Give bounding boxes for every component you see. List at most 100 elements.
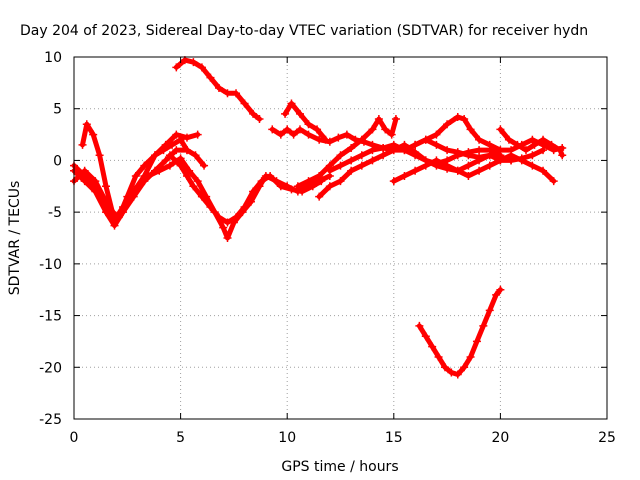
data-point	[381, 125, 390, 134]
x-tick-label: 25	[598, 430, 616, 446]
data-point	[517, 156, 526, 165]
data-point	[315, 192, 324, 201]
data-point	[317, 177, 326, 186]
data-point	[325, 166, 334, 175]
data-point	[95, 151, 104, 160]
data-point	[276, 182, 285, 191]
data-point	[556, 146, 565, 155]
data-point	[485, 140, 494, 149]
data-point	[82, 120, 91, 129]
data-point	[281, 109, 290, 118]
data-point	[432, 130, 441, 139]
data-point	[80, 171, 89, 180]
series-arc12	[389, 151, 558, 186]
data-point	[165, 151, 174, 160]
data-point	[176, 161, 185, 170]
data-point	[464, 161, 473, 170]
data-point	[466, 125, 475, 134]
data-point	[189, 58, 198, 67]
x-tick-label: 0	[70, 430, 79, 446]
data-point	[161, 156, 170, 165]
data-point	[336, 151, 345, 160]
data-point	[391, 115, 400, 124]
data-point	[443, 120, 452, 129]
data-point	[197, 63, 206, 72]
data-point	[539, 166, 548, 175]
data-point	[466, 352, 475, 361]
data-point	[155, 166, 164, 175]
data-point	[475, 135, 484, 144]
data-point	[298, 187, 307, 196]
data-point	[321, 135, 330, 144]
data-point	[400, 171, 409, 180]
data-point	[193, 177, 202, 186]
data-point	[131, 171, 140, 180]
data-point	[443, 146, 452, 155]
x-tick-label: 10	[278, 430, 296, 446]
data-point	[336, 177, 345, 186]
data-point	[112, 213, 121, 222]
data-point	[214, 84, 223, 93]
data-point	[172, 146, 181, 155]
data-point	[295, 109, 304, 118]
data-point	[432, 140, 441, 149]
data-point	[428, 342, 437, 351]
data-point	[304, 130, 313, 139]
x-tick-label: 5	[176, 430, 185, 446]
series-line-arc14	[416, 287, 503, 377]
data-point	[240, 99, 249, 108]
data-point	[206, 202, 215, 211]
data-point	[504, 135, 513, 144]
data-point	[496, 146, 505, 155]
data-point	[453, 112, 462, 121]
data-point	[123, 197, 132, 206]
data-point	[464, 148, 473, 157]
data-point	[214, 213, 223, 222]
data-point	[411, 140, 420, 149]
data-point	[549, 177, 558, 186]
data-point	[464, 171, 473, 180]
data-point	[304, 177, 313, 186]
data-point	[78, 140, 87, 149]
data-point	[182, 146, 191, 155]
data-point	[176, 154, 185, 163]
data-point	[389, 140, 398, 149]
series-line-arc12	[391, 152, 557, 184]
data-point	[287, 185, 296, 194]
data-point	[368, 125, 377, 134]
data-point	[513, 140, 522, 149]
data-point	[440, 363, 449, 372]
chart-title: Day 204 of 2023, Sidereal Day-to-day VTE…	[20, 23, 588, 39]
data-point	[400, 146, 409, 155]
data-point	[496, 285, 505, 294]
data-point	[197, 192, 206, 201]
data-point	[295, 125, 304, 134]
y-tick-label: -15	[39, 309, 62, 325]
data-point	[421, 135, 430, 144]
data-point	[453, 166, 462, 175]
data-point	[368, 156, 377, 165]
x-tick-label: 15	[385, 430, 403, 446]
series-arc11	[325, 140, 505, 175]
data-point	[485, 306, 494, 315]
data-point	[232, 213, 241, 222]
y-tick-label: -5	[48, 205, 62, 221]
data-point	[347, 144, 356, 153]
data-point	[558, 151, 567, 160]
y-tick-label: -20	[39, 360, 62, 376]
data-point	[313, 125, 322, 134]
data-point	[159, 146, 168, 155]
series-line-arc8	[282, 101, 329, 143]
y-tick-label: 5	[53, 102, 62, 118]
data-point	[304, 120, 313, 129]
data-point	[325, 182, 334, 191]
data-point	[453, 151, 462, 160]
data-point	[379, 151, 388, 160]
y-tick-label: 10	[44, 50, 62, 66]
data-point	[528, 151, 537, 160]
data-point	[432, 156, 441, 165]
data-point	[460, 363, 469, 372]
data-point	[255, 115, 264, 124]
data-point	[189, 182, 198, 191]
data-point	[475, 146, 484, 155]
